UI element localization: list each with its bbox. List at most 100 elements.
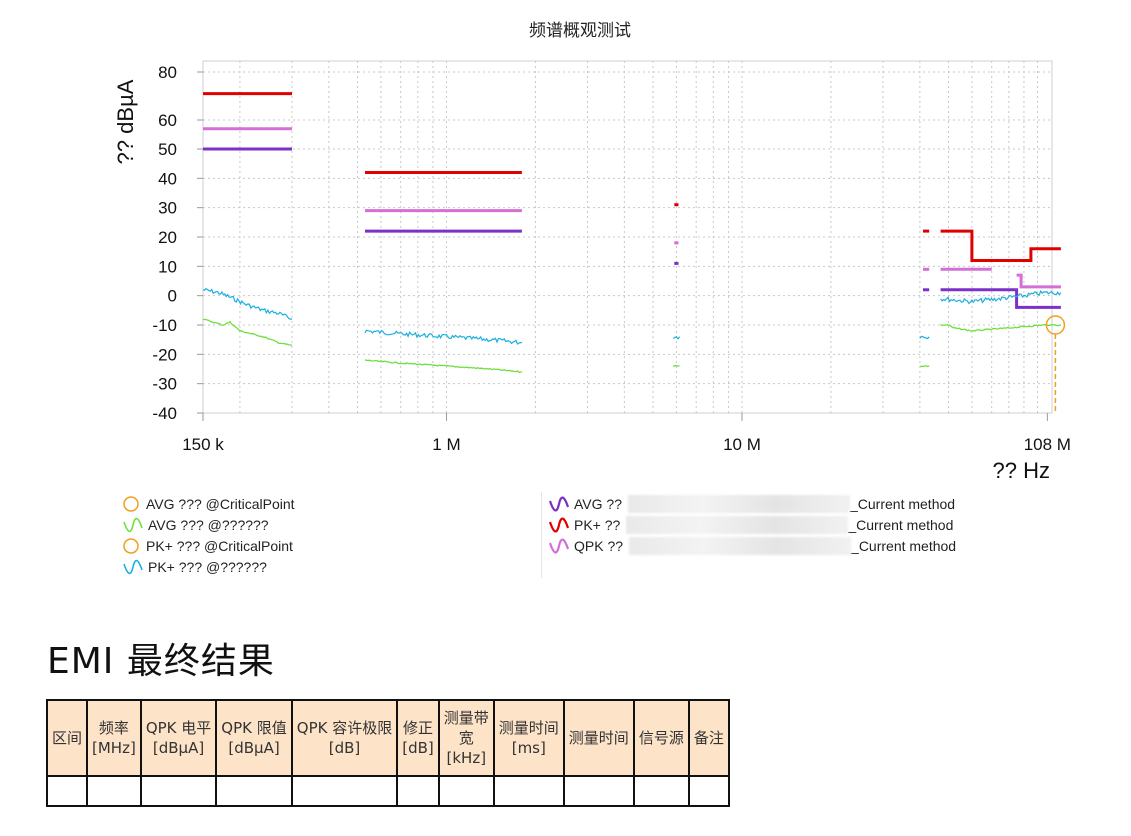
y-tick-label: -20 [152,345,177,364]
table-header-cell: 备注 [687,699,730,777]
legend-label: QPK ?? [574,538,624,554]
header-text: QPK 限值 [221,719,287,737]
limit-line-segment [940,288,1061,309]
header-text: 测量时间 [568,729,629,747]
grid [203,61,1052,414]
table-body [45,775,730,807]
series-trace [364,329,522,345]
legend-label: PK+ ??? @?????? [148,559,267,575]
header-text: [ms] [511,739,546,757]
y-axis-label: ?? dBµA [113,79,138,164]
legend-divider [541,492,542,578]
critical-point-markers [1045,315,1066,413]
y-tick-label: 10 [158,257,177,276]
header-text: 宽 [458,729,474,747]
x-tick-label: 10 M [723,435,761,454]
header-text: 测量带 [443,709,489,727]
table-header-row: 区间 频率 [MHz] QPK 电平 [dBµA] QPK 限值 [dBµA] QPK 容许极… [45,699,730,777]
y-tick-label: 40 [158,169,177,188]
legend-label: AVG ??? @CriticalPoint [146,496,295,512]
table-cell [396,775,440,807]
series-trace [919,365,930,368]
emi-spectrum-chart: 频谱概观测试 80 60 50 40 30 20 10 0 -10 -20 -30 -40 150 k… [113,21,1071,483]
header-text: 测量时间 [498,719,559,737]
series-trace [672,365,680,368]
circle-icon [123,496,139,512]
wave-icon [123,517,143,533]
header-text: QPK 电平 [145,719,212,737]
wave-icon [548,517,570,533]
limit-line-segment [940,229,1061,262]
table-header-cell: 频率 [MHz] [86,699,142,777]
x-axis-label: ?? Hz [993,458,1050,483]
legend-suffix: _Current method [848,517,954,533]
legend-item: AVG ??? @?????? [122,515,269,535]
header-text: [MHz] [92,739,136,757]
y-tick-label: -10 [152,316,177,335]
table-cell [139,775,218,807]
table-header-cell: 区间 [45,699,89,777]
redacted-text [629,537,852,555]
table-cell [215,775,293,807]
wave-icon [548,496,570,512]
redacted-text [628,495,850,513]
series-trace [940,323,1062,332]
table-header-cell: 修正 [dB] [396,699,440,777]
x-tick-label: 1 M [432,435,460,454]
legend-label: AVG ??? @?????? [148,517,269,533]
table-cell [437,775,495,807]
legend-left: AVG ??? @CriticalPoint AVG ??? @?????? P… [122,494,522,578]
series-trace [919,335,930,340]
legend-item: PK+ ??? @?????? [122,557,267,577]
y-tick-label: 0 [168,287,177,306]
header-text: [dB] [328,739,361,757]
legend-label: PK+ ?? [574,517,621,533]
legend-suffix: _Current method [851,538,957,554]
table-header-cell: 信号源 [632,699,690,777]
emi-results-table: 区间 频率 [MHz] QPK 电平 [dBµA] QPK 限值 [dBµA] QPK 容许极… [45,699,730,807]
legend-label: PK+ ??? @CriticalPoint [146,538,293,554]
legend-item: AVG ??? @CriticalPoint [122,494,295,514]
table-cell [45,775,89,807]
header-text: 区间 [52,729,83,747]
measurement-series [202,287,1062,373]
table-cell [562,775,635,807]
table-header-cell: QPK 电平 [dBµA] [139,699,218,777]
y-axis-ticks: 80 60 50 40 30 20 10 0 -10 -20 -30 -40 [152,63,203,423]
series-trace [940,289,1062,305]
header-text: 修正 [402,719,433,737]
wave-icon [123,559,143,575]
table-header-cell: 测量时间 [562,699,635,777]
y-tick-label: 20 [158,228,177,247]
legend-right: AVG ?? _Current method PK+ ?? _Current m… [548,494,988,564]
section-title: EMI 最终结果 [47,641,275,682]
series-trace [364,359,523,373]
table-cell [687,775,730,807]
legend-suffix: _Current method [850,496,956,512]
chart-title: 频谱概观测试 [529,21,631,41]
legend-item: QPK ?? _Current method [548,536,956,556]
legend-label: AVG ?? [574,496,622,512]
y-tick-label: -40 [152,404,177,423]
table-cell [86,775,142,807]
series-trace [203,318,293,347]
x-tick-label: 150 k [182,435,224,454]
header-text: [dBµA] [152,739,205,757]
y-tick-label: 50 [158,140,177,159]
y-tick-label: 80 [158,63,177,82]
x-tick-label: 108 M [1024,435,1071,454]
header-text: [kHz] [446,749,487,767]
circle-icon [123,538,139,554]
table-header-cell: QPK 限值 [dBµA] [215,699,293,777]
legend-item: AVG ?? _Current method [548,494,955,514]
legend-item: PK+ ?? _Current method [548,515,953,535]
limit-lines [203,92,1061,309]
table-row [45,775,730,807]
wave-icon [548,538,570,554]
table-cell [632,775,690,807]
header-text: 信号源 [638,729,684,747]
header-text: QPK 容许极限 [296,719,393,737]
y-tick-label: 30 [158,199,177,218]
table-cell [492,775,565,807]
header-text: 频率 [98,719,129,737]
